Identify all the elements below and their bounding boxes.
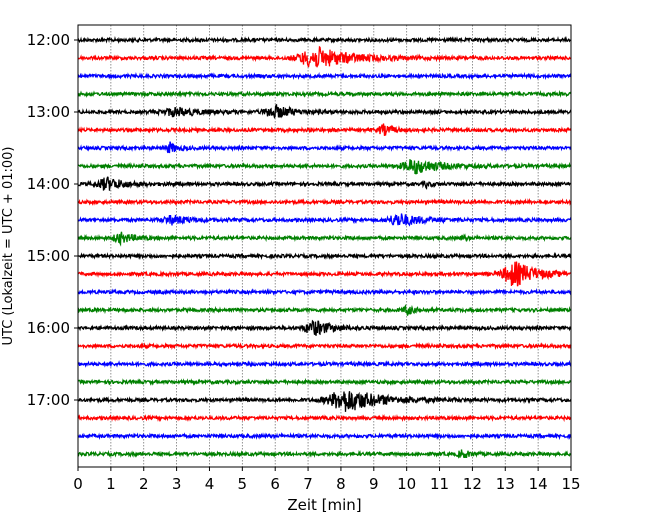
x-tick-label: 4 bbox=[205, 475, 215, 493]
y-tick-label: 14:00 bbox=[27, 175, 70, 193]
trace-1730 bbox=[77, 431, 572, 441]
x-tick-label: 7 bbox=[303, 475, 313, 493]
trace-1445 bbox=[77, 231, 572, 247]
trace-1345 bbox=[77, 159, 572, 175]
x-axis: 0 1 2 3 4 5 6 7 8 9 10 11 12 13 14 15 bbox=[73, 467, 581, 493]
trace-1630 bbox=[77, 359, 572, 369]
y-axis: 12:00 13:00 14:00 15:00 16:00 17:00 bbox=[27, 31, 78, 409]
x-tick-label: 15 bbox=[561, 475, 580, 493]
traces bbox=[77, 35, 572, 459]
trace-1430 bbox=[77, 213, 572, 227]
trace-1245 bbox=[77, 89, 572, 99]
trace-1230 bbox=[77, 71, 572, 81]
x-tick-label: 8 bbox=[336, 475, 346, 493]
x-tick-label: 12 bbox=[463, 475, 482, 493]
y-tick-label: 17:00 bbox=[27, 391, 70, 409]
trace-1215 bbox=[77, 45, 572, 68]
trace-1400 bbox=[77, 176, 572, 191]
y-tick-label: 12:00 bbox=[27, 31, 70, 49]
trace-1715 bbox=[77, 413, 572, 423]
trace-1600 bbox=[77, 319, 572, 336]
trace-1315 bbox=[77, 123, 572, 136]
y-axis-label: UTC (Lokalzeit = UTC + 01:00) bbox=[1, 147, 16, 346]
x-tick-label: 14 bbox=[529, 475, 548, 493]
trace-1645 bbox=[77, 377, 572, 386]
x-tick-label: 1 bbox=[106, 475, 116, 493]
x-tick-label: 3 bbox=[172, 475, 182, 493]
y-tick-label: 13:00 bbox=[27, 103, 70, 121]
x-tick-label: 5 bbox=[238, 475, 248, 493]
trace-1545 bbox=[77, 303, 572, 316]
trace-1415 bbox=[77, 197, 572, 206]
x-tick-label: 9 bbox=[369, 475, 379, 493]
trace-1500 bbox=[77, 251, 572, 261]
trace-1615 bbox=[77, 341, 572, 351]
x-tick-label: 13 bbox=[496, 475, 515, 493]
x-axis-label: Zeit [min] bbox=[287, 496, 361, 514]
x-tick-label: 0 bbox=[73, 475, 83, 493]
x-tick-label: 2 bbox=[139, 475, 149, 493]
trace-1200 bbox=[77, 35, 571, 45]
trace-1530 bbox=[77, 287, 572, 297]
y-tick-label: 16:00 bbox=[27, 319, 70, 337]
x-tick-label: 6 bbox=[270, 475, 280, 493]
trace-1330 bbox=[77, 141, 572, 154]
trace-1700 bbox=[77, 391, 572, 412]
plot-frame bbox=[77, 24, 572, 468]
x-tick-label: 10 bbox=[397, 475, 416, 493]
y-tick-label: 15:00 bbox=[27, 247, 70, 265]
trace-1300 bbox=[77, 103, 572, 119]
trace-1745 bbox=[77, 449, 572, 459]
x-tick-label: 11 bbox=[430, 475, 449, 493]
trace-1515 bbox=[77, 261, 572, 287]
